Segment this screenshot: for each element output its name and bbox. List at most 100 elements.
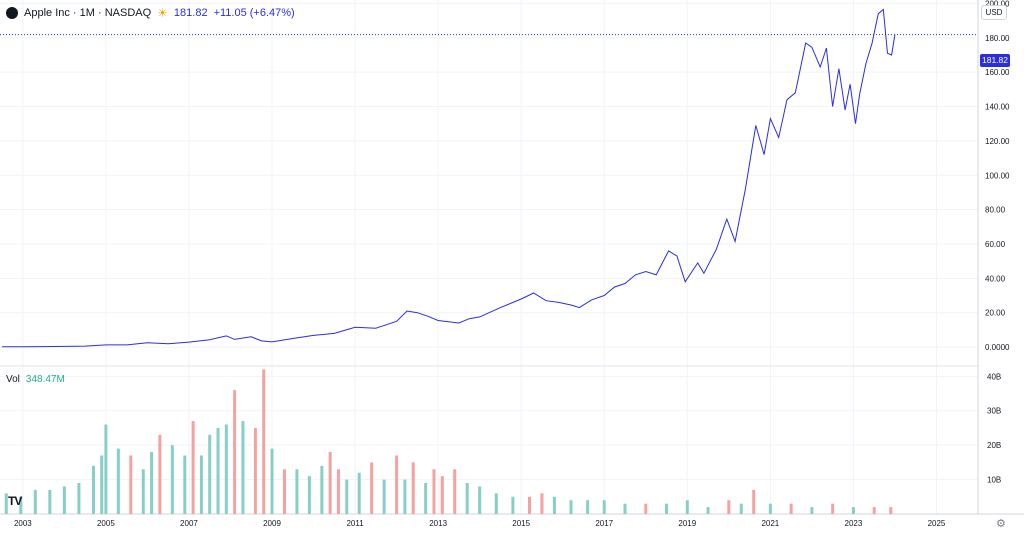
volume-bar bbox=[241, 421, 245, 514]
volume-bar bbox=[403, 479, 407, 514]
volume-bar bbox=[739, 503, 743, 514]
volume-bar bbox=[851, 507, 855, 514]
price-series-line bbox=[2, 8, 896, 348]
volume-bar bbox=[100, 455, 104, 514]
volume-bar bbox=[183, 455, 187, 514]
volume-bar bbox=[465, 483, 469, 514]
volume-bar bbox=[768, 503, 772, 514]
time-tick-label: 2013 bbox=[429, 519, 447, 528]
volume-bar bbox=[345, 479, 349, 514]
volume-bar bbox=[91, 465, 95, 514]
volume-bar bbox=[208, 434, 212, 514]
last-price-value: 181.82 bbox=[173, 7, 208, 19]
currency-button[interactable]: USD bbox=[981, 5, 1007, 20]
volume-bar bbox=[685, 500, 689, 514]
price-change-value: +11.05 (+6.47%) bbox=[213, 7, 295, 19]
volume-bar bbox=[357, 472, 361, 514]
volume-bar bbox=[253, 427, 257, 514]
volume-tick-label: 20B bbox=[987, 441, 1001, 450]
price-tick-label: 80.00 bbox=[985, 206, 1006, 215]
volume-bar bbox=[307, 476, 311, 514]
volume-bar bbox=[752, 489, 756, 514]
volume-bar bbox=[48, 489, 52, 514]
time-tick-label: 2021 bbox=[761, 519, 779, 528]
volume-bar bbox=[320, 465, 324, 514]
volume-legend-value: 348.47M bbox=[25, 374, 65, 385]
volume-bar bbox=[511, 496, 515, 514]
tradingview-logo-icon[interactable]: TV bbox=[8, 494, 22, 508]
time-tick-label: 2007 bbox=[180, 519, 198, 528]
volume-bar bbox=[62, 486, 66, 514]
price-tick-label: 100.00 bbox=[985, 171, 1010, 180]
price-tick-label: 160.00 bbox=[985, 68, 1010, 77]
time-tick-label: 2023 bbox=[845, 519, 863, 528]
apple-logo-icon bbox=[6, 7, 18, 19]
price-grid bbox=[0, 0, 978, 514]
volume-bar bbox=[872, 507, 876, 514]
price-tick-label: 20.00 bbox=[985, 309, 1006, 318]
volume-axis-labels: 10B 20B 30B 40B bbox=[987, 372, 1001, 484]
volume-bar bbox=[216, 427, 220, 514]
volume-legend-title[interactable]: Vol bbox=[6, 374, 20, 385]
volume-grid bbox=[0, 375, 978, 481]
time-tick-label: 2015 bbox=[512, 519, 530, 528]
volume-bar bbox=[494, 493, 498, 514]
volume-bar bbox=[810, 507, 814, 514]
price-axis-labels: 0.0000 20.00 40.00 60.00 80.00 100.00 120.00 14… bbox=[985, 0, 1010, 352]
time-tick-label: 2003 bbox=[14, 519, 32, 528]
time-tick-label: 2025 bbox=[928, 519, 946, 528]
gear-icon[interactable]: ⚙ bbox=[996, 518, 1006, 530]
price-tick-label: 40.00 bbox=[985, 274, 1006, 283]
volume-tick-label: 10B bbox=[987, 476, 1001, 485]
volume-bar bbox=[552, 496, 556, 514]
volume-bar bbox=[158, 434, 162, 514]
volume-bar bbox=[527, 496, 531, 514]
volume-bar bbox=[424, 483, 428, 514]
volume-bar bbox=[665, 503, 669, 514]
volume-bar bbox=[104, 424, 108, 514]
volume-bar bbox=[370, 462, 374, 514]
volume-bar bbox=[889, 507, 893, 514]
volume-bar bbox=[453, 469, 457, 514]
volume-bar bbox=[191, 421, 195, 514]
volume-bar bbox=[233, 390, 237, 514]
volume-tick-label: 30B bbox=[987, 407, 1001, 416]
volume-bar bbox=[19, 496, 23, 514]
time-tick-label: 2019 bbox=[678, 519, 696, 528]
volume-bar bbox=[129, 455, 133, 514]
volume-bar bbox=[831, 503, 835, 514]
volume-bar bbox=[727, 500, 731, 514]
last-price-tag: 181.82 bbox=[980, 54, 1010, 67]
volume-bar bbox=[336, 469, 340, 514]
time-tick-label: 2011 bbox=[346, 519, 364, 528]
price-tick-label: 140.00 bbox=[985, 103, 1010, 112]
volume-bar bbox=[295, 469, 299, 514]
volume-bar bbox=[33, 489, 37, 514]
price-tick-label: 60.00 bbox=[985, 240, 1006, 249]
volume-bar bbox=[116, 448, 120, 514]
volume-bar bbox=[432, 469, 436, 514]
volume-bar bbox=[77, 483, 81, 514]
symbol-title[interactable]: Apple Inc · 1M · NASDAQ bbox=[24, 7, 152, 19]
volume-bar bbox=[270, 448, 274, 514]
time-tick-label: 2005 bbox=[97, 519, 115, 528]
volume-bar bbox=[282, 469, 286, 514]
time-axis-labels: 2003 2005 2007 2009 2011 2013 2015 2017 2019 2021… bbox=[14, 519, 946, 528]
sun-icon[interactable]: ☀ bbox=[157, 6, 168, 20]
volume-bar bbox=[262, 369, 266, 514]
legend-header: Apple Inc · 1M · NASDAQ ☀ 181.82 +11.05 … bbox=[6, 6, 295, 20]
volume-legend: Vol 348.47M bbox=[6, 374, 65, 385]
price-tick-label: 200.00 bbox=[985, 0, 1010, 8]
volume-bars bbox=[4, 369, 893, 514]
volume-bar bbox=[224, 424, 228, 514]
price-tick-label: 0.0000 bbox=[985, 343, 1010, 352]
volume-tick-label: 40B bbox=[987, 372, 1001, 381]
volume-bar bbox=[706, 507, 710, 514]
volume-bar bbox=[170, 445, 174, 514]
price-tick-label: 120.00 bbox=[985, 137, 1010, 146]
volume-bar bbox=[478, 486, 482, 514]
volume-bar bbox=[141, 469, 145, 514]
volume-bar bbox=[569, 500, 573, 514]
volume-bar bbox=[4, 493, 8, 514]
